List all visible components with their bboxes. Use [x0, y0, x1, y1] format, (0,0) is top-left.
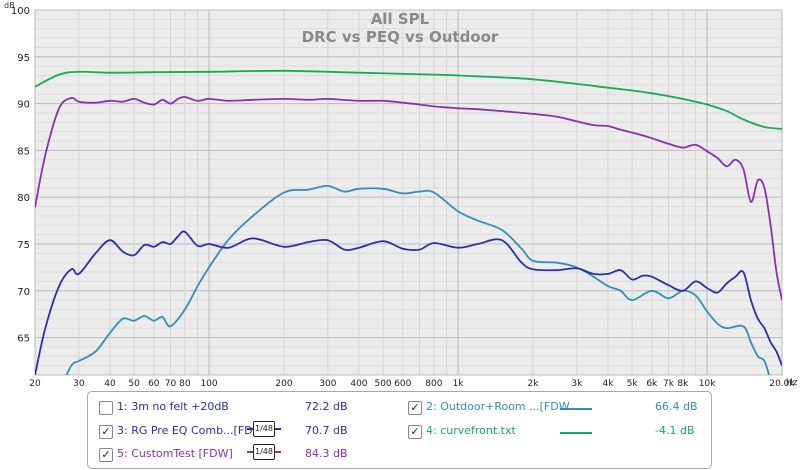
series-line-1 — [35, 69, 782, 130]
legend-entry-5[interactable]: ✓ 5: CustomTest [FDW] 1/48 84.3 dB — [99, 444, 389, 466]
x-tick-label: 80 — [179, 379, 191, 389]
series-line-2 — [35, 96, 782, 301]
x-tick-label: 20.0k — [769, 379, 795, 389]
x-tick-label: 8k — [677, 379, 689, 389]
x-tick-label: 6k — [646, 379, 658, 389]
y-axis-unit: dB — [4, 1, 15, 10]
y-tick-label: 100 — [11, 6, 30, 17]
legend-value-1: 72.2 dB — [305, 400, 348, 413]
legend-value-4: -4.1 dB — [655, 424, 695, 437]
grid — [34, 9, 783, 376]
legend-label-4: 4: curvefront.txt — [426, 424, 516, 437]
legend-value-3: 70.7 dB — [305, 424, 348, 437]
legend-value-2: 66.4 dB — [655, 400, 698, 413]
smoothing-badge-3[interactable]: 1/48 — [247, 421, 281, 437]
smoothing-label-5: 1/48 — [253, 444, 275, 460]
legend-checkbox-1[interactable] — [99, 401, 113, 415]
legend-label-2: 2: Outdoor+Room ...[FDW — [426, 400, 570, 413]
legend-swatch-4 — [560, 432, 592, 434]
x-tick-label: 60 — [148, 379, 160, 389]
legend-panel: 1: 3m no felt +20dB 72.2 dB ✓ 2: Outdoor… — [87, 391, 712, 469]
legend-entry-4[interactable]: ✓ 4: curvefront.txt -4.1 dB — [408, 423, 698, 443]
y-tick-label: 85 — [17, 146, 30, 157]
plot-frame — [34, 9, 783, 376]
x-tick-label: 20 — [29, 379, 41, 389]
y-tick-label: 90 — [17, 100, 30, 111]
chart-title: All SPL — [371, 10, 430, 28]
series-line-3 — [65, 184, 771, 375]
x-tick-label: 600 — [394, 379, 411, 389]
x-tick-label: 2k — [528, 379, 540, 389]
x-tick-label: 4k — [602, 379, 614, 389]
legend-checkbox-4[interactable]: ✓ — [408, 425, 422, 439]
x-tick-label: 300 — [319, 379, 336, 389]
y-tick-label: 65 — [17, 334, 30, 345]
x-tick-label: 40 — [104, 379, 116, 389]
x-axis-unit: Hz — [786, 378, 798, 388]
series-layer — [35, 69, 782, 375]
x-tick-label: 10k — [699, 379, 716, 389]
y-tick-label: 95 — [17, 53, 30, 64]
x-tick-label: 3k — [571, 379, 583, 389]
legend-entry-1[interactable]: 1: 3m no felt +20dB 72.2 dB — [99, 399, 389, 419]
legend-label-1: 1: 3m no felt +20dB — [117, 400, 229, 413]
x-tick-label: 50 — [128, 379, 140, 389]
series-line-4 — [35, 230, 782, 375]
smoothing-badge-5[interactable]: 1/48 — [247, 444, 281, 460]
legend-label-3: 3: RG Pre EQ Comb...[FDW — [117, 424, 264, 437]
legend-label-5: 5: CustomTest [FDW] — [117, 447, 233, 460]
legend-entry-2[interactable]: ✓ 2: Outdoor+Room ...[FDW 66.4 dB — [408, 399, 698, 419]
legend-value-5: 84.3 dB — [305, 447, 348, 460]
x-tick-label: 7k — [663, 379, 675, 389]
legend-checkbox-5[interactable]: ✓ — [99, 448, 113, 462]
legend-swatch-2 — [560, 408, 592, 410]
x-tick-label: 1k — [453, 379, 465, 389]
x-tick-label: 70 — [165, 379, 177, 389]
x-tick-label: 800 — [425, 379, 442, 389]
x-tick-label: 100 — [200, 379, 217, 389]
chart-subtitle: DRC vs PEQ vs Outdoor — [302, 28, 499, 46]
smoothing-label-3: 1/48 — [253, 421, 275, 437]
y-tick-label: 70 — [17, 287, 30, 298]
x-tick-label: 500 — [374, 379, 391, 389]
y-tick-label: 80 — [17, 193, 30, 204]
x-tick-label: 400 — [350, 379, 367, 389]
legend-entry-3[interactable]: ✓ 3: RG Pre EQ Comb...[FDW 1/48 70.7 dB — [99, 421, 389, 443]
legend-checkbox-2[interactable]: ✓ — [408, 401, 422, 415]
y-tick-label: 75 — [17, 240, 30, 251]
x-tick-label: 30 — [73, 379, 85, 389]
x-tick-label: 5k — [627, 379, 639, 389]
legend-checkbox-3[interactable]: ✓ — [99, 425, 113, 439]
x-tick-label: 200 — [275, 379, 292, 389]
